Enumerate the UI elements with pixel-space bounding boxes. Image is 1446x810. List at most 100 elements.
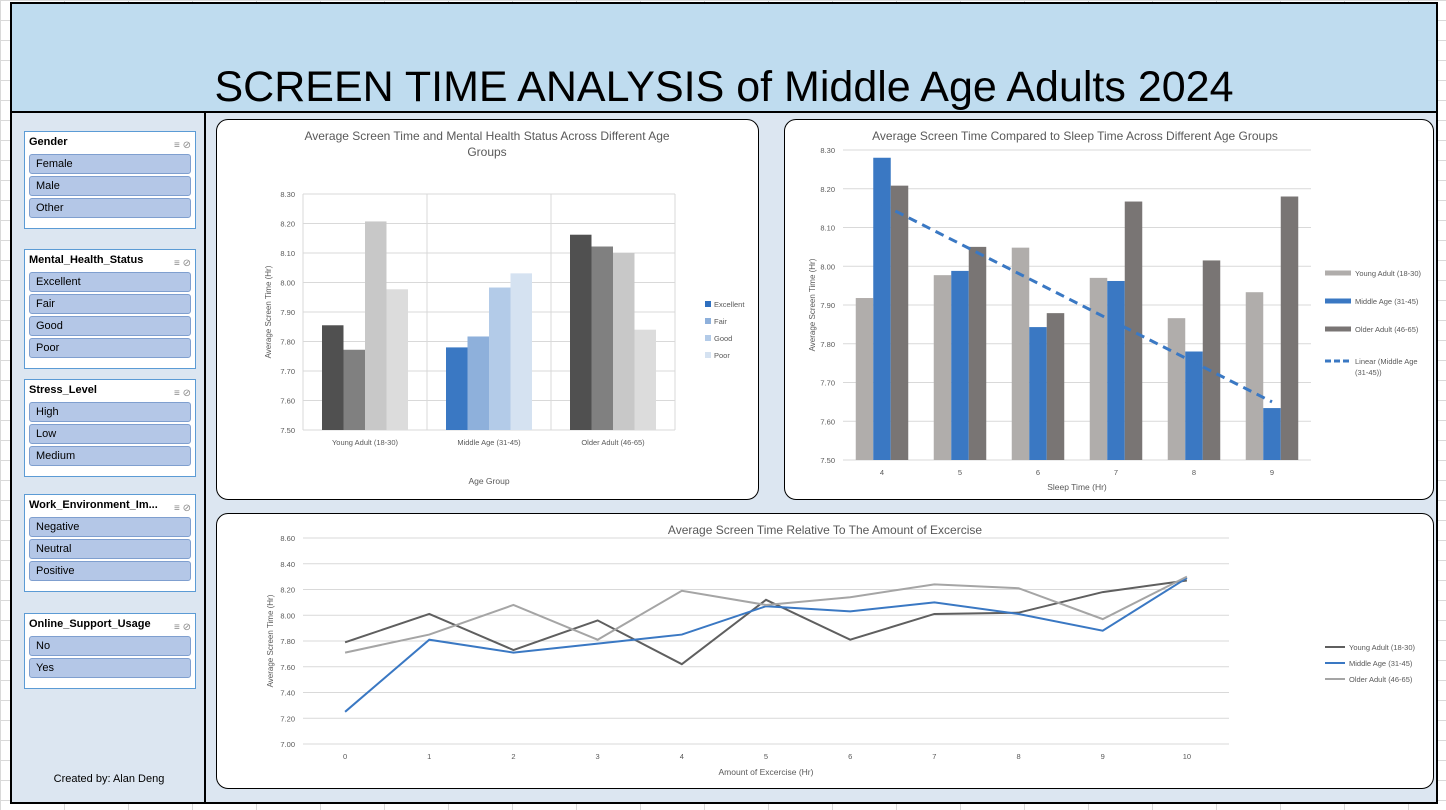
slicer-item[interactable]: Poor <box>29 338 191 358</box>
legend-label: Older Adult (46-65) <box>1349 675 1413 684</box>
x-tick-label: 4 <box>880 468 884 477</box>
bar <box>365 221 387 430</box>
page-title: SCREEN TIME ANALYSIS of Middle Age Adult… <box>214 63 1234 111</box>
bar <box>933 275 952 460</box>
bar <box>489 287 511 430</box>
bar <box>855 298 874 460</box>
legend-label: Young Adult (18-30) <box>1349 643 1416 652</box>
x-tick-label: 7 <box>932 752 936 761</box>
y-tick-label: 8.20 <box>280 586 295 595</box>
slicer-item[interactable]: Positive <box>29 561 191 581</box>
x-tick-label: 8 <box>1192 468 1196 477</box>
bar <box>1202 260 1221 460</box>
y-tick-label: 8.00 <box>280 611 295 620</box>
bar <box>1185 351 1203 460</box>
multi-select-and-clear-filter-icons[interactable]: ≡ ⊘ <box>174 258 191 269</box>
bar <box>1167 318 1186 460</box>
y-tick-label: 7.70 <box>820 379 835 388</box>
series-line <box>344 577 1188 713</box>
y-tick-label: 8.40 <box>280 560 295 569</box>
slicer-title-text: Stress_Level <box>29 384 97 396</box>
slicer-padding <box>25 220 195 228</box>
y-axis-title: Average Screen Time (Hr) <box>264 265 273 358</box>
slicer-item[interactable]: Negative <box>29 517 191 537</box>
multi-select-and-clear-filter-icons[interactable]: ≡ ⊘ <box>174 388 191 399</box>
slicer-item[interactable]: Male <box>29 176 191 196</box>
legend-label: Linear (Middle Age <box>1355 357 1418 366</box>
y-tick-label: 7.80 <box>820 340 835 349</box>
legend-label: Middle Age (31-45) <box>1349 659 1413 668</box>
y-tick-label: 8.00 <box>820 262 835 271</box>
x-axis-title: Amount of Excercise (Hr) <box>719 767 814 777</box>
slicer-item[interactable]: No <box>29 636 191 656</box>
slicer-title: Work_Environment_Im... ≡ ⊘ <box>25 495 195 515</box>
multi-select-and-clear-filter-icons[interactable]: ≡ ⊘ <box>174 140 191 151</box>
chart-title: Average Screen Time and Mental Health St… <box>304 129 669 143</box>
slicer-item[interactable]: High <box>29 402 191 422</box>
slicer-item[interactable]: Excellent <box>29 272 191 292</box>
chart-title: Average Screen Time Compared to Sleep Ti… <box>872 129 1278 143</box>
exercise-line-chart: Average Screen Time Relative To The Amou… <box>266 523 1416 777</box>
dashboard-body: Gender ≡ ⊘ Female Male Other Mental_Health_St… <box>10 113 1438 804</box>
y-tick-label: 7.80 <box>280 338 295 347</box>
legend-label: Older Adult (46-65) <box>1355 325 1419 334</box>
bar <box>634 329 656 430</box>
slicer-padding <box>25 468 195 476</box>
legend-swatch <box>705 352 711 358</box>
legend-label: Good <box>714 334 732 343</box>
legend-label: Middle Age (31-45) <box>1355 297 1419 306</box>
slicer-title: Gender ≡ ⊘ <box>25 132 195 152</box>
slicer-4: Work_Environment_Im... ≡ ⊘ Negative Neutral… <box>24 494 196 592</box>
legend-label: Young Adult (18-30) <box>1355 269 1422 278</box>
bar <box>1107 280 1125 460</box>
legend-label: Excellent <box>714 300 745 309</box>
bar <box>1124 201 1143 460</box>
x-tick-label: 2 <box>511 752 515 761</box>
x-tick-label: 6 <box>848 752 852 761</box>
credit-text: Created by: Alan Deng <box>53 773 165 785</box>
x-tick-label: Young Adult (18-30) <box>332 438 399 447</box>
slicer-item[interactable]: Other <box>29 198 191 218</box>
y-tick-label: 7.60 <box>280 397 295 406</box>
y-tick-label: 7.50 <box>820 456 835 465</box>
bar <box>1089 277 1108 460</box>
multi-select-and-clear-filter-icons[interactable]: ≡ ⊘ <box>174 503 191 514</box>
bar <box>386 289 408 430</box>
slicer-item[interactable]: Fair <box>29 294 191 314</box>
series-line <box>344 575 1188 654</box>
bar <box>873 157 891 460</box>
bar <box>1011 247 1030 460</box>
multi-select-and-clear-filter-icons[interactable]: ≡ ⊘ <box>174 622 191 633</box>
slicer-item[interactable]: Good <box>29 316 191 336</box>
slicer-item[interactable]: Neutral <box>29 539 191 559</box>
slicer-title-text: Work_Environment_Im... <box>29 499 158 511</box>
y-tick-label: 8.10 <box>820 224 835 233</box>
y-tick-label: 7.60 <box>280 663 295 672</box>
bar <box>591 246 613 430</box>
slicer-item[interactable]: Female <box>29 154 191 174</box>
x-tick-label: 10 <box>1183 752 1191 761</box>
x-tick-label: Older Adult (46-65) <box>581 438 645 447</box>
slicer-item[interactable]: Medium <box>29 446 191 466</box>
slicer-title: Stress_Level ≡ ⊘ <box>25 380 195 400</box>
sleep-time-bar-chart: Average Screen Time Compared to Sleep Ti… <box>808 129 1422 492</box>
y-tick-label: 8.30 <box>280 190 295 199</box>
x-tick-label: 9 <box>1270 468 1274 477</box>
legend-swatch <box>705 301 711 307</box>
chart-title: Groups <box>467 145 506 159</box>
chart-panel-exercise: Average Screen Time Relative To The Amou… <box>216 513 1434 789</box>
x-tick-label: 6 <box>1036 468 1040 477</box>
slicer-item[interactable]: Yes <box>29 658 191 678</box>
slicer-title-text: Gender <box>29 136 68 148</box>
x-tick-label: 8 <box>1016 752 1020 761</box>
legend-label: Poor <box>714 351 730 360</box>
series-line <box>344 579 1188 666</box>
x-tick-label: Middle Age (31-45) <box>457 438 521 447</box>
y-tick-label: 7.50 <box>280 426 295 435</box>
slicer-title-text: Mental_Health_Status <box>29 254 144 266</box>
slicer-item[interactable]: Low <box>29 424 191 444</box>
x-tick-label: 0 <box>343 752 347 761</box>
x-tick-label: 1 <box>427 752 431 761</box>
y-tick-label: 8.20 <box>280 220 295 229</box>
y-tick-label: 7.90 <box>280 308 295 317</box>
